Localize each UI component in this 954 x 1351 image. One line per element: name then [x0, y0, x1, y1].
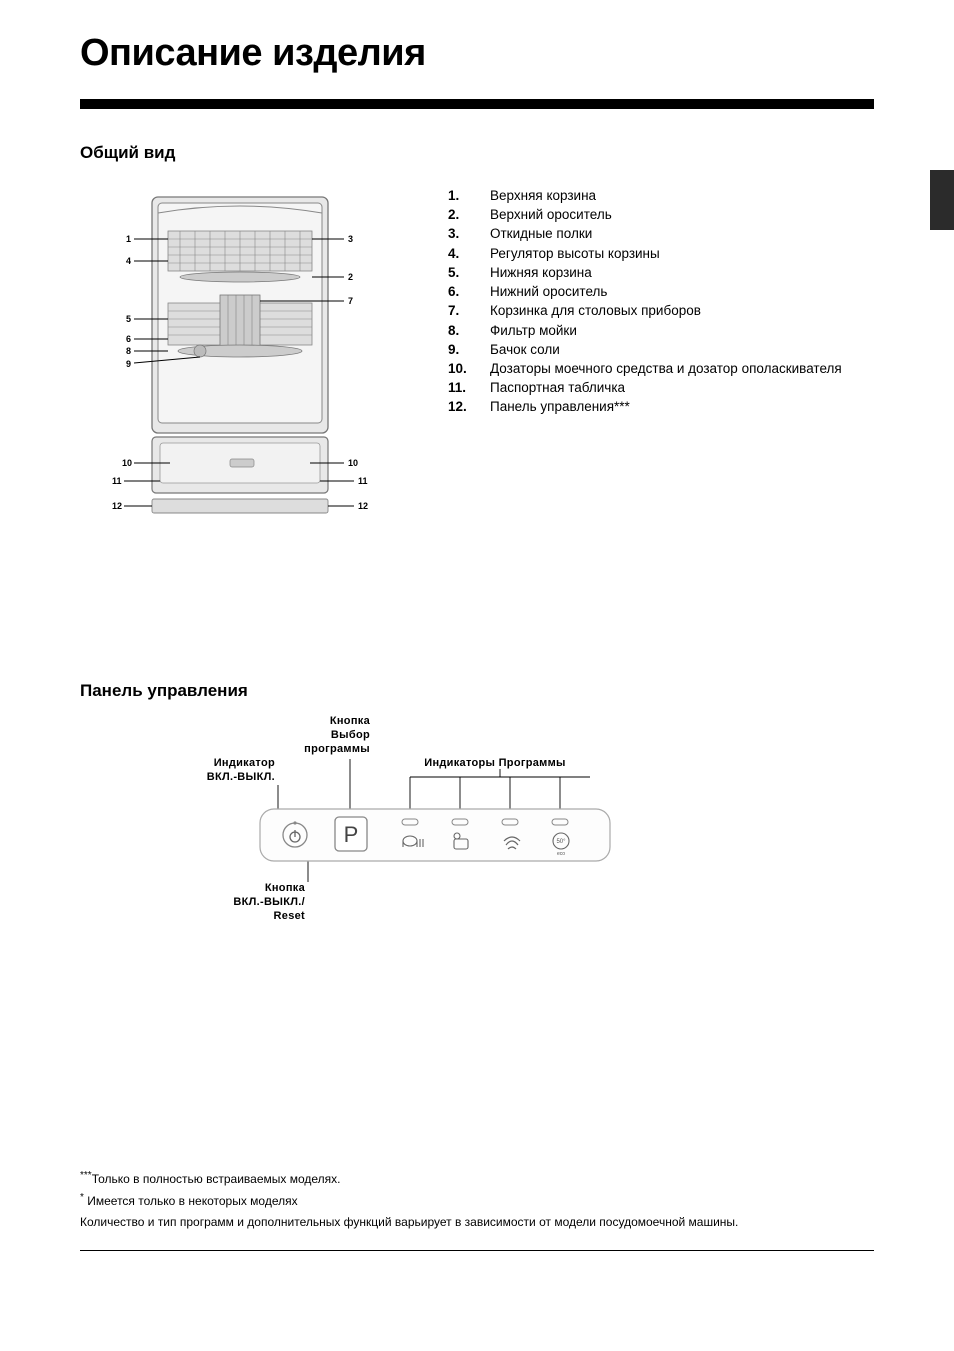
svg-text:3: 3: [348, 234, 353, 244]
svg-text:8: 8: [126, 346, 131, 356]
svg-text:7: 7: [348, 296, 353, 306]
svg-text:50°: 50°: [556, 839, 566, 845]
svg-text:4: 4: [126, 256, 131, 266]
list-item: 3.Откидные полки: [448, 225, 874, 243]
svg-text:eco: eco: [557, 851, 565, 857]
svg-text:11: 11: [112, 476, 122, 486]
bottom-rule: [80, 1250, 874, 1251]
list-item: 7.Корзинка для столовых приборов: [448, 302, 874, 320]
overview-row: 1 3 4 2 5 6 7 8 9 10 10 11 11 12 12: [80, 179, 874, 531]
svg-text:11: 11: [358, 476, 368, 486]
svg-text:6: 6: [126, 334, 131, 344]
page-title: Описание изделия: [80, 32, 874, 75]
list-item: 8.Фильтр мойки: [448, 322, 874, 340]
list-item: 11.Паспортная табличка: [448, 379, 874, 397]
control-section: КнопкаВыборпрограммы ИндикаторВКЛ.-ВЫКЛ.…: [80, 717, 874, 947]
list-item: 4.Регулятор высоты корзины: [448, 245, 874, 263]
svg-text:12: 12: [358, 501, 368, 511]
control-panel-wrap: КнопкаВыборпрограммы ИндикаторВКЛ.-ВЫКЛ.…: [150, 717, 630, 947]
list-item: 10.Дозаторы моечного средства и дозатор …: [448, 360, 874, 378]
control-panel-diagram: P: [150, 717, 630, 947]
list-item: 6.Нижний ороситель: [448, 283, 874, 301]
title-rule: [80, 99, 874, 109]
list-item: 5.Нижняя корзина: [448, 264, 874, 282]
svg-text:P: P: [344, 822, 359, 847]
svg-text:10: 10: [122, 458, 132, 468]
svg-text:12: 12: [112, 501, 122, 511]
section-control-title: Панель управления: [80, 681, 874, 701]
parts-list: 1.Верхняя корзина 2.Верхний ороситель 3.…: [448, 179, 874, 418]
svg-text:1: 1: [126, 234, 131, 244]
footnotes: ***Только в полностью встраиваемых модел…: [80, 1167, 874, 1232]
footnote-2: * Имеется только в некоторых моделях: [80, 1189, 874, 1211]
dishwasher-diagram-col: 1 3 4 2 5 6 7 8 9 10 10 11 11 12 12: [80, 179, 400, 531]
list-item: 12.Панель управления***: [448, 398, 874, 416]
page: Описание изделия Общий вид: [0, 0, 954, 1291]
svg-text:2: 2: [348, 272, 353, 282]
list-item: 1.Верхняя корзина: [448, 187, 874, 205]
list-item: 9.Бачок соли: [448, 341, 874, 359]
side-tab: [930, 170, 954, 230]
svg-text:10: 10: [348, 458, 358, 468]
footnote-1: ***Только в полностью встраиваемых модел…: [80, 1167, 874, 1189]
footnote-3: Количество и тип программ и дополнительн…: [80, 1212, 874, 1232]
svg-text:5: 5: [126, 314, 131, 324]
list-item: 2.Верхний ороситель: [448, 206, 874, 224]
dishwasher-diagram: 1 3 4 2 5 6 7 8 9 10 10 11 11 12 12: [110, 191, 370, 531]
section-overview-title: Общий вид: [80, 143, 874, 163]
svg-text:9: 9: [126, 359, 131, 369]
